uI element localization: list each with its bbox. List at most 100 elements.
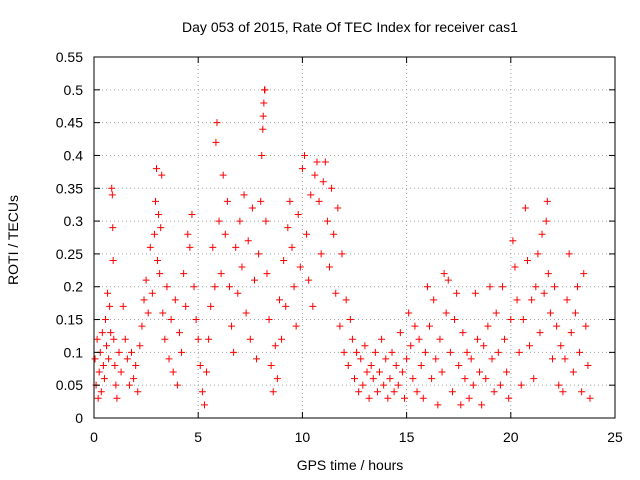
data-point — [153, 165, 161, 173]
data-point — [536, 329, 544, 337]
data-point — [419, 394, 427, 402]
data-point — [467, 355, 475, 363]
data-point — [490, 388, 498, 396]
y-axis-ticks: 0 0.05 0.1 0.15 0.2 0.25 0.3 0.35 0.4 0.45 0.5 0.55 — [56, 49, 615, 426]
data-point — [567, 329, 575, 337]
y-axis-label: ROTI / TECUs — [5, 195, 21, 285]
data-point — [553, 322, 561, 330]
plot-frame — [93, 56, 616, 419]
data-point — [142, 276, 150, 284]
data-point — [371, 348, 379, 356]
data-point — [110, 335, 118, 343]
y-tick-label: 0 — [75, 410, 83, 426]
data-point — [119, 302, 127, 310]
data-point — [355, 388, 363, 396]
data-point — [196, 361, 204, 369]
data-point — [213, 119, 221, 127]
data-point — [265, 316, 273, 324]
data-point — [521, 204, 529, 212]
data-point — [503, 368, 511, 376]
data-point — [138, 322, 146, 330]
data-point — [317, 250, 325, 258]
data-point — [398, 368, 406, 376]
data-point — [211, 283, 219, 291]
data-point — [348, 335, 356, 343]
data-point — [361, 342, 369, 350]
data-point — [530, 375, 538, 383]
data-point — [217, 270, 225, 278]
data-point — [488, 355, 496, 363]
data-point — [480, 342, 488, 350]
data-point — [246, 335, 254, 343]
data-point — [262, 217, 270, 225]
data-point — [123, 355, 131, 363]
data-point — [563, 296, 571, 304]
data-point — [365, 394, 373, 402]
data-point — [105, 355, 113, 363]
data-point — [171, 296, 179, 304]
data-point — [288, 243, 296, 251]
data-point — [121, 335, 129, 343]
data-point — [386, 375, 394, 383]
data-point — [498, 283, 506, 291]
data-point — [492, 309, 500, 317]
data-point — [259, 112, 267, 120]
data-point — [286, 197, 294, 205]
data-point — [509, 237, 517, 245]
data-point — [444, 276, 452, 284]
data-point — [538, 230, 546, 238]
data-point — [207, 302, 215, 310]
data-point — [125, 381, 133, 389]
data-point — [463, 348, 471, 356]
data-point — [482, 375, 490, 383]
data-points — [91, 86, 594, 409]
data-point — [469, 381, 477, 389]
data-point — [486, 283, 494, 291]
data-point — [104, 289, 112, 297]
data-point — [94, 394, 102, 402]
data-point — [415, 335, 423, 343]
data-point — [169, 368, 177, 376]
data-point — [158, 171, 166, 179]
data-point — [303, 230, 311, 238]
data-point — [109, 224, 117, 232]
y-tick-label: 0.1 — [64, 344, 84, 360]
data-point — [411, 322, 419, 330]
x-tick-label: 5 — [194, 429, 202, 445]
data-point — [407, 342, 415, 350]
data-point — [532, 283, 540, 291]
data-point — [561, 355, 569, 363]
data-point — [315, 197, 323, 205]
data-point — [298, 165, 306, 173]
data-point — [369, 375, 377, 383]
data-point — [586, 394, 594, 402]
data-point — [244, 237, 252, 245]
data-point — [253, 355, 261, 363]
y-tick-label: 0.4 — [64, 147, 84, 163]
data-point — [367, 361, 375, 369]
data-point — [357, 355, 365, 363]
data-point — [173, 381, 181, 389]
data-point — [332, 289, 340, 297]
data-point — [180, 270, 188, 278]
data-point — [290, 283, 298, 291]
data-point — [205, 335, 213, 343]
data-point — [228, 322, 236, 330]
chart-title: Day 053 of 2015, Rate Of TEC Index for r… — [182, 19, 518, 35]
data-point — [296, 263, 304, 271]
data-point — [134, 388, 142, 396]
data-point — [421, 348, 429, 356]
data-point — [261, 86, 269, 94]
data-point — [255, 250, 263, 258]
data-point — [455, 361, 463, 369]
data-point — [112, 381, 120, 389]
data-point — [334, 204, 342, 212]
data-point — [150, 230, 158, 238]
data-point — [507, 316, 515, 324]
data-point — [473, 335, 481, 343]
data-point — [240, 191, 248, 199]
x-axis-ticks: 0 5 10 15 20 25 — [90, 57, 623, 445]
data-point — [573, 283, 581, 291]
data-point — [307, 191, 315, 199]
